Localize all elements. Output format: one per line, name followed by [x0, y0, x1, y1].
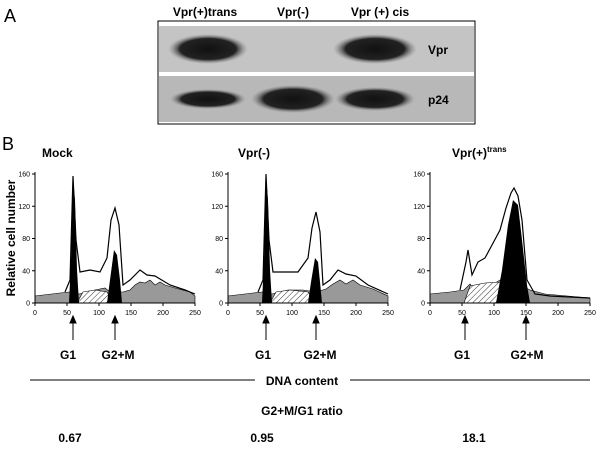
band-label: Vpr [428, 43, 448, 57]
x-tick-label: 50 [63, 310, 71, 317]
panel-label: B [2, 134, 14, 154]
x-tick-label: 50 [256, 310, 264, 317]
histogram [34, 175, 196, 304]
y-tick-label: 120 [18, 204, 30, 211]
x-tick-label: 200 [350, 310, 362, 317]
blot-band [170, 89, 246, 109]
plot-title: Vpr(-) [238, 146, 270, 160]
x-tick-label: 250 [382, 310, 394, 317]
y-tick-label: 40 [215, 268, 223, 275]
y-tick-label: 80 [417, 236, 425, 243]
ratio-value: 0.95 [250, 431, 274, 445]
x-tick-label: 150 [318, 310, 330, 317]
marker-label: G1 [255, 348, 271, 362]
marker-label: G2+M [303, 348, 336, 362]
histogram [227, 173, 389, 304]
y-tick-label: 160 [211, 172, 223, 179]
y-tick-label: 80 [22, 236, 30, 243]
x-tick-label: 100 [93, 310, 105, 317]
y-tick-label: 160 [413, 172, 425, 179]
y-tick-label: 160 [18, 172, 30, 179]
marker-label: G1 [60, 348, 76, 362]
x-axis-label: DNA content [266, 374, 338, 388]
y-tick-label: 40 [22, 268, 30, 275]
plot-title-main: Vpr(+) [452, 146, 487, 160]
x-tick-label: 0 [226, 310, 230, 317]
plot-title: Vpr(+)trans [452, 145, 507, 160]
lane-label: Vpr(-) [277, 5, 309, 19]
panel-label: A [4, 6, 16, 26]
blot-band [251, 85, 335, 113]
x-tick-label: 100 [488, 310, 500, 317]
y-tick-label: 120 [413, 204, 425, 211]
x-tick-label: 50 [458, 310, 466, 317]
histogram [429, 186, 591, 304]
marker-label: G2+M [510, 348, 543, 362]
y-tick-label: 0 [26, 301, 30, 308]
blot-band [335, 87, 415, 111]
x-tick-label: 200 [552, 310, 564, 317]
lane-label: Vpr(+)trans [173, 5, 238, 19]
y-tick-label: 0 [421, 301, 425, 308]
x-tick-label: 100 [286, 310, 298, 317]
x-tick-label: 0 [33, 310, 37, 317]
ratio-title: G2+M/G1 ratio [261, 404, 343, 418]
blot-band [168, 34, 248, 64]
x-tick-label: 250 [189, 310, 201, 317]
marker-label: G2+M [101, 348, 134, 362]
y-tick-label: 40 [417, 268, 425, 275]
marker-label: G1 [454, 348, 470, 362]
x-tick-label: 200 [157, 310, 169, 317]
plot-title-sup: trans [487, 145, 507, 154]
y-tick-label: 120 [211, 204, 223, 211]
lane-label: Vpr (+) cis [351, 5, 410, 19]
band-label: p24 [428, 93, 449, 107]
y-axis-label: Relative cell number [4, 179, 18, 296]
y-tick-label: 80 [215, 236, 223, 243]
x-tick-label: 250 [584, 310, 596, 317]
ratio-value: 18.1 [462, 431, 486, 445]
ratio-value: 0.67 [58, 431, 82, 445]
x-tick-label: 150 [520, 310, 532, 317]
x-tick-label: 150 [125, 310, 137, 317]
arrows [69, 314, 530, 340]
x-tick-label: 0 [428, 310, 432, 317]
blot-band [333, 34, 417, 64]
plot-title: Mock [42, 146, 73, 160]
y-tick-label: 0 [219, 301, 223, 308]
